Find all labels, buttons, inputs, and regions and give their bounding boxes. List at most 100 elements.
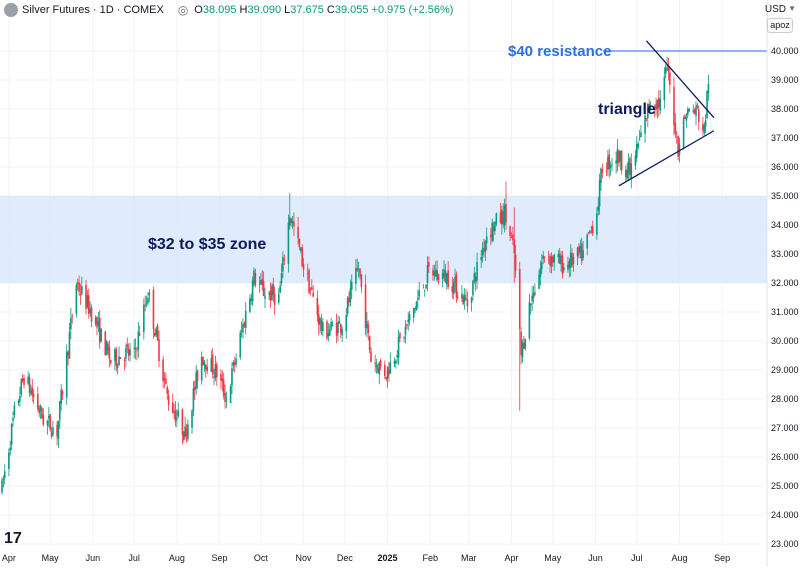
candle: [3, 464, 6, 485]
candle: [412, 308, 415, 323]
price-axis[interactable]: 23.000 24.000 25.000 26.000 27.000 28.000 29.0…: [766, 0, 799, 567]
candle: [428, 256, 430, 273]
symbol-title[interactable]: Silver Futures · 1D · COMEX: [22, 4, 164, 16]
candle: [571, 248, 573, 268]
candle: [148, 289, 151, 303]
candle: [524, 338, 527, 351]
candle: [505, 181, 507, 230]
candle: [407, 312, 410, 331]
scale-mode-button[interactable]: apoz: [767, 18, 793, 33]
candle: [79, 283, 82, 305]
triangle-upper-line: [645, 40, 715, 119]
candle: [543, 256, 546, 263]
candle: [637, 141, 639, 150]
candle: [341, 325, 343, 342]
candle: [520, 327, 522, 365]
candle: [85, 279, 87, 315]
candle: [514, 245, 517, 278]
candle: [290, 217, 292, 227]
candle: [563, 263, 565, 273]
candle: [258, 276, 261, 293]
candle: [463, 288, 466, 310]
candle: [425, 284, 427, 290]
y-tick-label: 38.000: [771, 104, 799, 114]
candle: [408, 310, 411, 326]
candle: [17, 399, 20, 406]
candle: [663, 67, 666, 109]
candle: [627, 153, 630, 181]
candle: [211, 348, 214, 379]
candle: [597, 196, 600, 216]
candle: [540, 254, 543, 275]
candle: [418, 282, 421, 301]
candle: [485, 227, 488, 251]
candle: [523, 335, 525, 350]
candle: [491, 218, 494, 243]
candle: [346, 296, 349, 317]
candle: [591, 220, 594, 237]
x-tick-label: Aug: [671, 553, 687, 563]
candles: [1, 56, 710, 495]
candle: [385, 376, 387, 382]
candle: [158, 330, 160, 368]
candle: [357, 261, 360, 278]
candle: [417, 289, 419, 309]
eye-icon[interactable]: ◎: [177, 3, 189, 17]
candle: [615, 151, 617, 174]
candle: [707, 74, 710, 101]
candle: [125, 343, 127, 368]
currency-label[interactable]: USD: [764, 4, 786, 15]
candle: [76, 278, 79, 291]
candle: [350, 274, 353, 299]
x-tick-label: May: [42, 553, 60, 563]
candle: [48, 407, 50, 428]
candle: [75, 282, 78, 318]
candle: [193, 380, 196, 401]
candle: [611, 157, 613, 172]
candle: [70, 307, 72, 339]
x-tick-label: Jul: [631, 553, 643, 563]
candle: [472, 279, 474, 301]
candle: [600, 167, 602, 191]
candle: [282, 251, 284, 278]
candle: [640, 125, 642, 138]
x-tick-label: Jun: [86, 553, 101, 563]
candle: [283, 254, 286, 266]
y-tick-label: 31.000: [771, 307, 799, 317]
y-tick-label: 30.000: [771, 336, 799, 346]
candle: [184, 416, 186, 440]
candle: [277, 288, 280, 305]
candle: [426, 256, 429, 292]
candle: [154, 328, 156, 337]
candle: [414, 306, 416, 314]
candle: [291, 215, 294, 229]
candle: [182, 430, 185, 443]
candle: [494, 221, 496, 236]
time-axis[interactable]: Apr May Jun Jul Aug Sep Oct Nov Dec 2025 Feb Mar Apr…: [2, 553, 730, 563]
candle: [422, 283, 425, 289]
candle: [244, 302, 247, 335]
candle: [271, 282, 273, 301]
candle: [386, 366, 389, 388]
candle: [696, 103, 699, 110]
candle: [655, 97, 657, 116]
candle: [13, 401, 16, 419]
candle: [674, 113, 677, 138]
candle: [638, 130, 641, 141]
candle: [2, 475, 5, 488]
candle: [32, 389, 35, 405]
candle: [126, 337, 129, 354]
open-value: 38.095: [202, 4, 237, 16]
chevron-down-icon[interactable]: ▼: [788, 4, 796, 13]
candle: [684, 113, 686, 120]
candle: [279, 281, 281, 294]
candle: [481, 241, 484, 263]
candle: [195, 364, 197, 395]
candle: [81, 276, 83, 296]
candle: [301, 244, 303, 268]
candle: [568, 258, 571, 278]
candle: [656, 99, 659, 119]
candle: [19, 386, 21, 407]
